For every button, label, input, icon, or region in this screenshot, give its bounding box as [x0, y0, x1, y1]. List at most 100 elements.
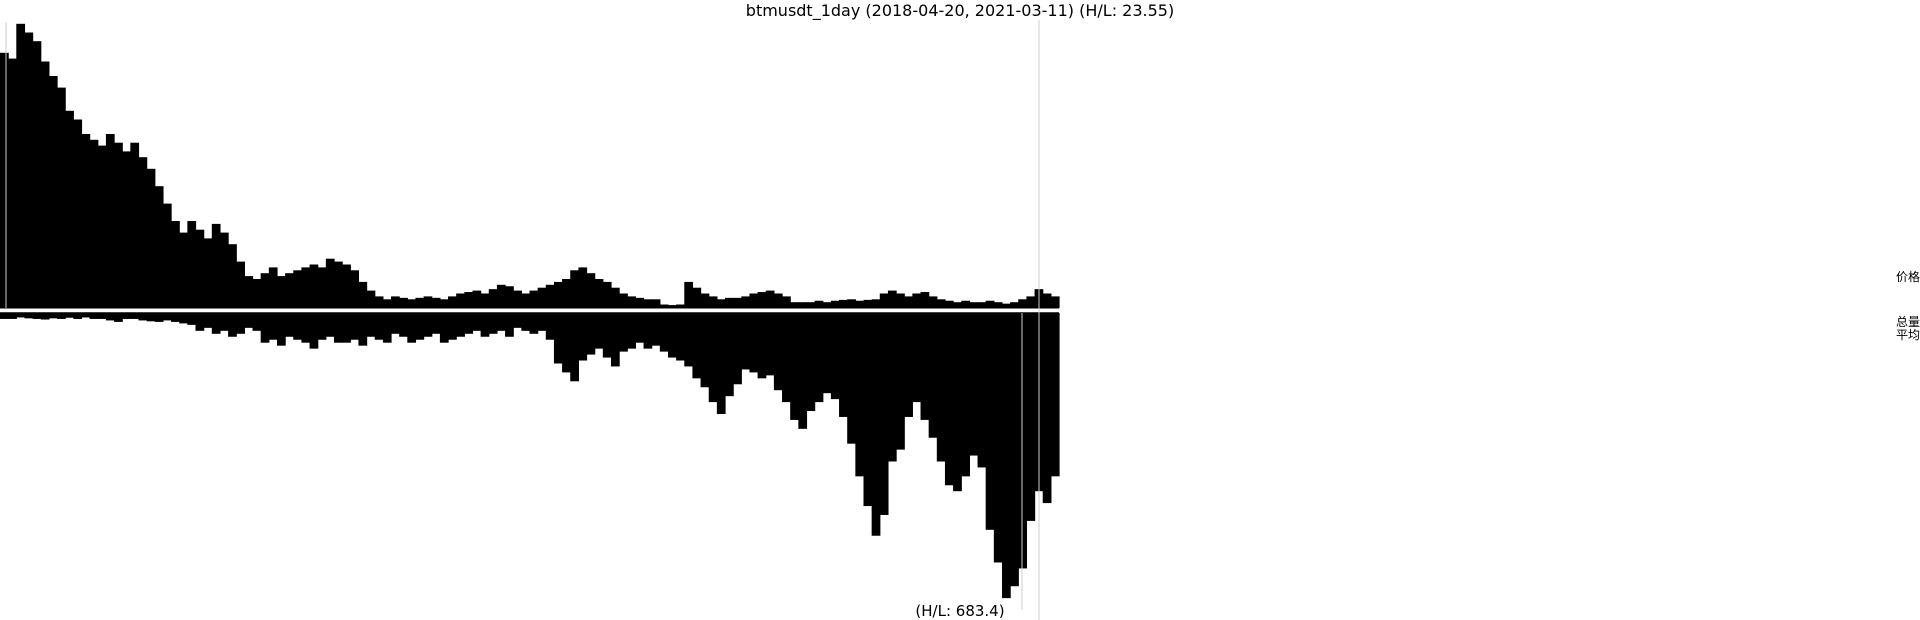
volume-bar-20 [162, 313, 172, 321]
price-bar-32 [260, 273, 270, 308]
price-bar-30 [244, 276, 254, 308]
price-bar-63 [513, 290, 522, 308]
price-bar-43 [350, 270, 360, 308]
volume-bar-72 [586, 313, 596, 355]
volume-bar-53 [431, 313, 441, 334]
price-bar-93 [757, 292, 767, 308]
volume-bar-129 [1050, 313, 1060, 477]
price-bar-16 [130, 142, 140, 308]
price-bar-46 [374, 296, 384, 308]
volume-bar-36 [293, 313, 303, 340]
price-bar-62 [505, 286, 514, 308]
volume-bar-81 [659, 313, 669, 352]
volume-bar-111 [904, 313, 913, 417]
volume-bar-57 [464, 313, 474, 334]
price-bar-106 [863, 299, 873, 308]
price-bar-0 [0, 52, 9, 308]
volume-bar-41 [333, 313, 343, 343]
volume-bar-109 [887, 313, 897, 462]
price-bar-9 [73, 119, 83, 308]
price-bar-22 [179, 232, 188, 308]
volume-bar-9 [73, 313, 83, 319]
volume-bar-19 [154, 313, 164, 322]
price-bar-14 [114, 142, 123, 308]
volume-bar-104 [847, 313, 856, 444]
price-bar-56 [456, 293, 465, 308]
price-bar-60 [488, 289, 498, 308]
price-bar-90 [733, 297, 742, 308]
volume-bar-61 [496, 313, 506, 331]
price-bar-112 [912, 293, 922, 308]
volume-bar-7 [57, 313, 66, 319]
price-bar-34 [276, 276, 286, 308]
chart-title: btmusdt_1day (2018-04-20, 2021-03-11) (H… [746, 1, 1174, 21]
volume-bar-85 [692, 313, 702, 379]
price-bar-52 [423, 296, 433, 308]
price-bar-19 [154, 186, 164, 308]
volume-bar-71 [578, 313, 588, 361]
price-bar-107 [871, 299, 881, 308]
volume-bar-37 [301, 313, 311, 343]
price-bar-28 [228, 244, 237, 308]
volume-bar-22 [179, 313, 188, 324]
volume-bar-51 [415, 313, 425, 340]
volume-bar-29 [236, 313, 245, 334]
price-bar-77 [627, 296, 636, 308]
volume-panel-label: 总量平均 [1896, 315, 1920, 342]
price-bar-51 [415, 297, 425, 308]
price-bar-11 [89, 139, 99, 308]
volume-bar-12 [97, 313, 107, 319]
price-bar-91 [741, 296, 751, 308]
price-bar-39 [317, 267, 327, 308]
volume-bar-52 [423, 313, 433, 337]
volume-bar-38 [309, 313, 319, 349]
volume-bar-87 [708, 313, 718, 403]
volume-bar-58 [472, 313, 482, 331]
volume-bar-68 [553, 313, 563, 364]
volume-bar-113 [920, 313, 930, 420]
price-bar-128 [1042, 293, 1052, 308]
price-bar-5 [40, 61, 50, 308]
volume-bar-50 [407, 313, 417, 343]
volume-bar-25 [203, 313, 213, 328]
volume-bar-21 [171, 313, 180, 322]
price-bar-37 [301, 267, 311, 308]
price-panel-label: 价格 [1896, 270, 1920, 284]
price-bar-70 [570, 270, 579, 308]
volume-bar-23 [187, 313, 197, 325]
price-bar-17 [138, 157, 148, 308]
price-bar-47 [382, 299, 392, 308]
volume-bar-17 [138, 313, 148, 321]
price-bar-12 [97, 145, 107, 308]
volume-bar-8 [65, 313, 74, 318]
volume-bar-73 [594, 313, 604, 349]
price-bar-125 [1018, 299, 1028, 308]
price-bar-15 [122, 151, 131, 308]
volume-bar-102 [830, 313, 840, 400]
price-bar-13 [105, 134, 115, 308]
price-bar-98 [798, 302, 808, 308]
volume-bar-126 [1026, 313, 1036, 521]
volume-bar-128 [1042, 313, 1052, 504]
volume-bar-48 [391, 313, 400, 334]
price-bar-117 [953, 302, 962, 308]
price-bar-123 [1001, 303, 1011, 308]
volume-bar-10 [81, 313, 91, 318]
price-bar-45 [366, 290, 376, 308]
price-bar-55 [448, 296, 457, 308]
volume-bar-33 [268, 313, 278, 340]
price-bar-20 [162, 203, 172, 308]
price-bar-66 [537, 287, 547, 308]
price-bar-129 [1050, 296, 1060, 308]
price-bar-36 [293, 270, 303, 308]
price-bar-118 [961, 300, 970, 308]
volume-bar-59 [480, 313, 490, 337]
volume-bar-98 [798, 313, 808, 429]
price-bar-83 [676, 304, 685, 308]
volume-bar-120 [977, 313, 987, 468]
price-bar-54 [439, 299, 449, 308]
price-bar-40 [325, 258, 335, 308]
volume-bar-15 [122, 313, 131, 319]
volume-bar-108 [879, 313, 889, 515]
